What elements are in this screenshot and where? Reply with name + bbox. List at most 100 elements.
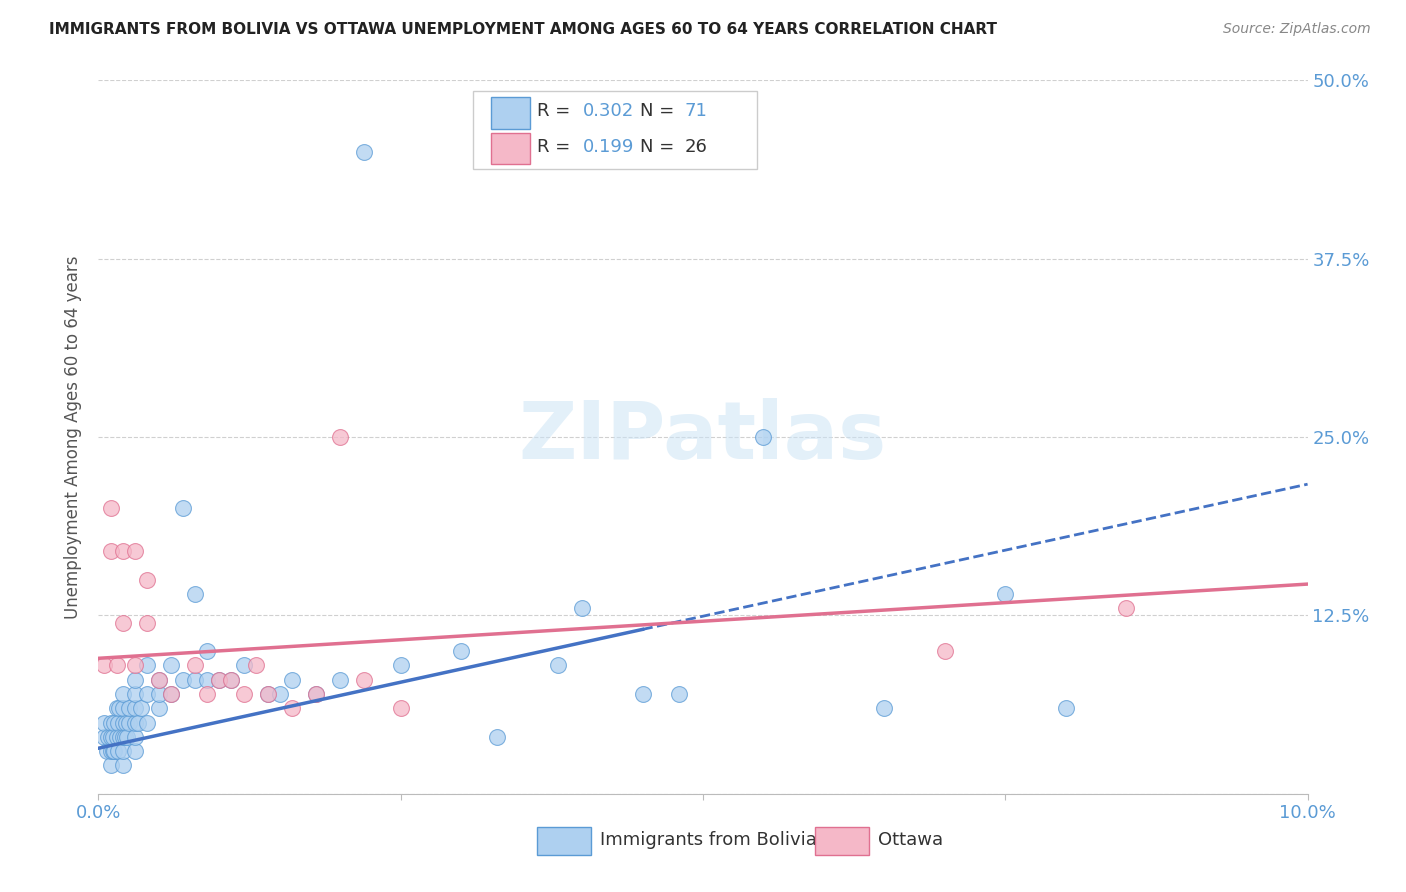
Point	[160, 687, 183, 701]
Point	[124, 658, 146, 673]
Point	[752, 430, 775, 444]
Point	[129, 701, 152, 715]
Point	[111, 730, 134, 744]
Point	[221, 673, 243, 687]
Point	[232, 687, 254, 701]
Point	[208, 673, 231, 687]
Point	[114, 730, 136, 744]
Point	[105, 658, 128, 673]
Point	[148, 673, 170, 687]
Point	[111, 715, 134, 730]
Point	[148, 673, 170, 687]
Point	[245, 658, 267, 673]
Point	[353, 673, 375, 687]
Point	[105, 701, 128, 715]
FancyBboxPatch shape	[815, 827, 869, 855]
Point	[118, 715, 141, 730]
Point	[148, 687, 170, 701]
Point	[100, 730, 122, 744]
Text: 26: 26	[685, 137, 707, 155]
Point	[305, 687, 328, 701]
Point	[329, 673, 352, 687]
Point	[124, 687, 146, 701]
Point	[127, 715, 149, 730]
Point	[305, 687, 328, 701]
Point	[124, 544, 146, 558]
Point	[118, 701, 141, 715]
Text: IMMIGRANTS FROM BOLIVIA VS OTTAWA UNEMPLOYMENT AMONG AGES 60 TO 64 YEARS CORRELA: IMMIGRANTS FROM BOLIVIA VS OTTAWA UNEMPL…	[49, 22, 997, 37]
Point	[994, 587, 1017, 601]
Point	[389, 701, 412, 715]
Point	[111, 758, 134, 772]
Point	[934, 644, 956, 658]
Text: Immigrants from Bolivia: Immigrants from Bolivia	[600, 830, 817, 848]
Point	[389, 658, 412, 673]
Point	[232, 658, 254, 673]
Text: Ottawa: Ottawa	[879, 830, 943, 848]
Point	[103, 744, 125, 758]
Point	[124, 673, 146, 687]
Point	[135, 615, 157, 630]
Point	[1115, 601, 1137, 615]
Point	[124, 701, 146, 715]
Point	[269, 687, 291, 701]
Point	[111, 615, 134, 630]
Text: ZIPatlas: ZIPatlas	[519, 398, 887, 476]
Point	[160, 658, 183, 673]
Point	[105, 730, 128, 744]
Point	[117, 730, 139, 744]
Point	[184, 658, 207, 673]
Point	[329, 430, 352, 444]
Point	[108, 701, 131, 715]
Point	[100, 744, 122, 758]
Point	[172, 501, 194, 516]
Point	[135, 715, 157, 730]
Point	[124, 730, 146, 744]
Point	[486, 730, 509, 744]
Point	[172, 673, 194, 687]
Point	[96, 744, 118, 758]
Point	[256, 687, 278, 701]
Point	[195, 644, 218, 658]
Point	[100, 501, 122, 516]
Point	[107, 715, 129, 730]
Point	[115, 715, 138, 730]
Point	[100, 715, 122, 730]
Text: R =: R =	[537, 137, 576, 155]
Point	[148, 701, 170, 715]
Point	[93, 730, 115, 744]
Point	[97, 730, 120, 744]
Point	[547, 658, 569, 673]
Point	[103, 715, 125, 730]
FancyBboxPatch shape	[474, 91, 758, 169]
FancyBboxPatch shape	[492, 97, 530, 128]
Point	[111, 544, 134, 558]
Point	[93, 658, 115, 673]
Text: 71: 71	[685, 102, 707, 120]
Point	[124, 715, 146, 730]
Point	[107, 744, 129, 758]
Point	[281, 673, 304, 687]
Point	[668, 687, 690, 701]
Point	[221, 673, 243, 687]
Point	[100, 544, 122, 558]
Point	[111, 687, 134, 701]
Point	[353, 145, 375, 159]
Point	[450, 644, 472, 658]
Point	[135, 687, 157, 701]
Point	[281, 701, 304, 715]
Point	[195, 673, 218, 687]
Text: R =: R =	[537, 102, 576, 120]
Point	[1054, 701, 1077, 715]
Point	[101, 730, 124, 744]
Point	[111, 701, 134, 715]
Point	[195, 687, 218, 701]
Point	[135, 573, 157, 587]
Text: 0.199: 0.199	[583, 137, 634, 155]
FancyBboxPatch shape	[492, 133, 530, 164]
Point	[135, 658, 157, 673]
Point	[93, 715, 115, 730]
Y-axis label: Unemployment Among Ages 60 to 64 years: Unemployment Among Ages 60 to 64 years	[65, 255, 83, 619]
Point	[184, 673, 207, 687]
Text: N =: N =	[640, 102, 681, 120]
